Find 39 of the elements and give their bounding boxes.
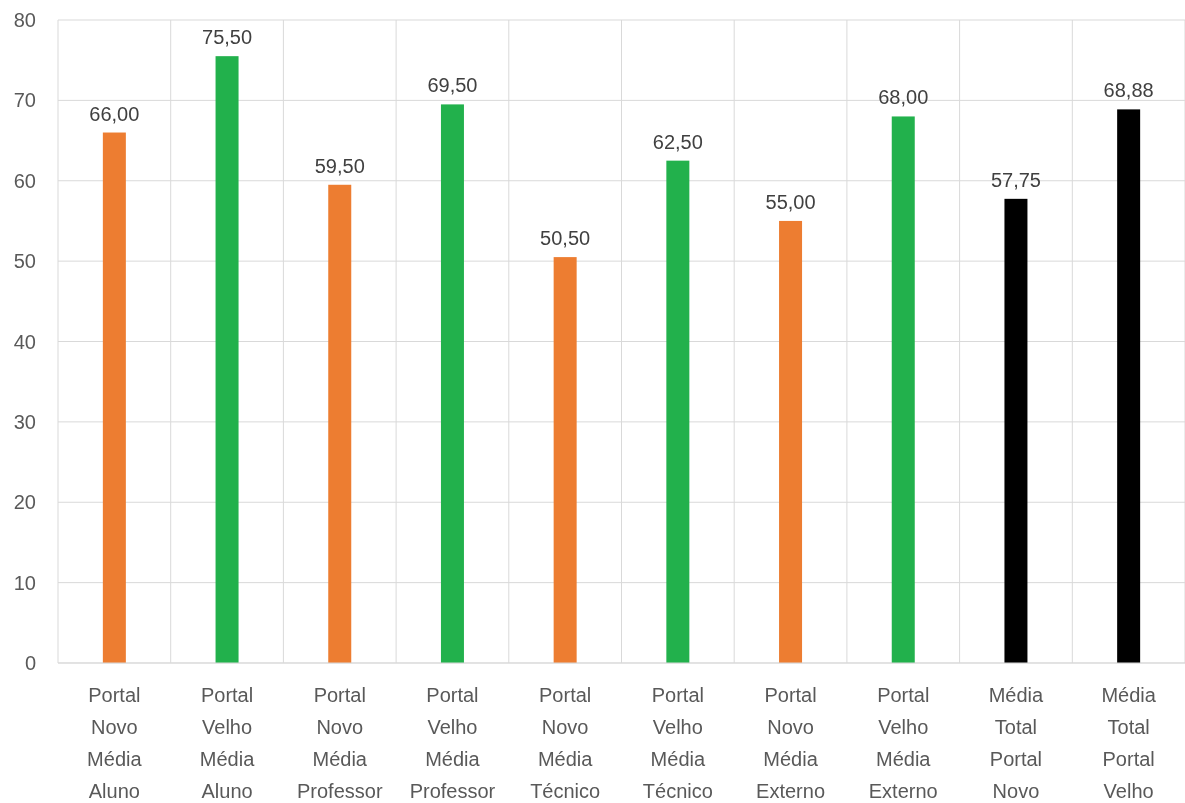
data-label: 50,50 — [540, 227, 591, 250]
data-label: 55,00 — [765, 190, 816, 213]
x-tick-label: Portal Novo Média Externo — [756, 684, 826, 802]
y-tick-label: 50 — [13, 250, 36, 273]
bar — [553, 257, 577, 663]
x-tick-label: Portal Velho Média Aluno — [199, 684, 256, 802]
x-tick-label: Média Total Portal Velho — [1101, 684, 1157, 802]
y-tick-label: 0 — [24, 652, 36, 674]
x-tick-label: Portal Novo Média Técnico — [530, 684, 601, 802]
y-tick-label: 10 — [13, 571, 36, 594]
y-tick-label: 20 — [13, 491, 36, 514]
x-tick-label: Portal Velho Média Técnico — [642, 684, 713, 802]
bar — [666, 160, 690, 663]
bar — [102, 132, 126, 663]
y-tick-label: 30 — [13, 410, 36, 433]
y-tick-label: 40 — [13, 330, 36, 353]
data-label: 68,88 — [1103, 79, 1154, 102]
x-tick-label: Portal Novo Média Professor — [296, 684, 383, 802]
y-tick-label: 60 — [13, 169, 36, 192]
y-tick-label: 80 — [13, 9, 36, 31]
x-tick-label: Média Total Portal Novo — [988, 684, 1045, 802]
bar — [891, 116, 915, 663]
data-label: 66,00 — [89, 102, 140, 125]
data-label: 57,75 — [990, 168, 1041, 191]
data-label: 69,50 — [427, 74, 478, 97]
bar — [779, 220, 803, 663]
data-label: 68,00 — [878, 86, 929, 109]
data-label: 62,50 — [652, 130, 703, 153]
y-tick-label: 70 — [13, 89, 36, 112]
bar — [1117, 109, 1141, 663]
x-tick-label: Portal Novo Média Aluno — [87, 684, 143, 802]
data-label: 75,50 — [202, 26, 253, 49]
bar — [215, 56, 239, 663]
bar — [1004, 198, 1028, 663]
x-tick-label: Portal Velho Média Professor — [409, 684, 496, 802]
bar — [328, 184, 352, 663]
x-tick-label: Portal Velho Média Externo — [868, 684, 938, 802]
data-label: 59,50 — [314, 154, 365, 177]
bar — [440, 104, 464, 663]
